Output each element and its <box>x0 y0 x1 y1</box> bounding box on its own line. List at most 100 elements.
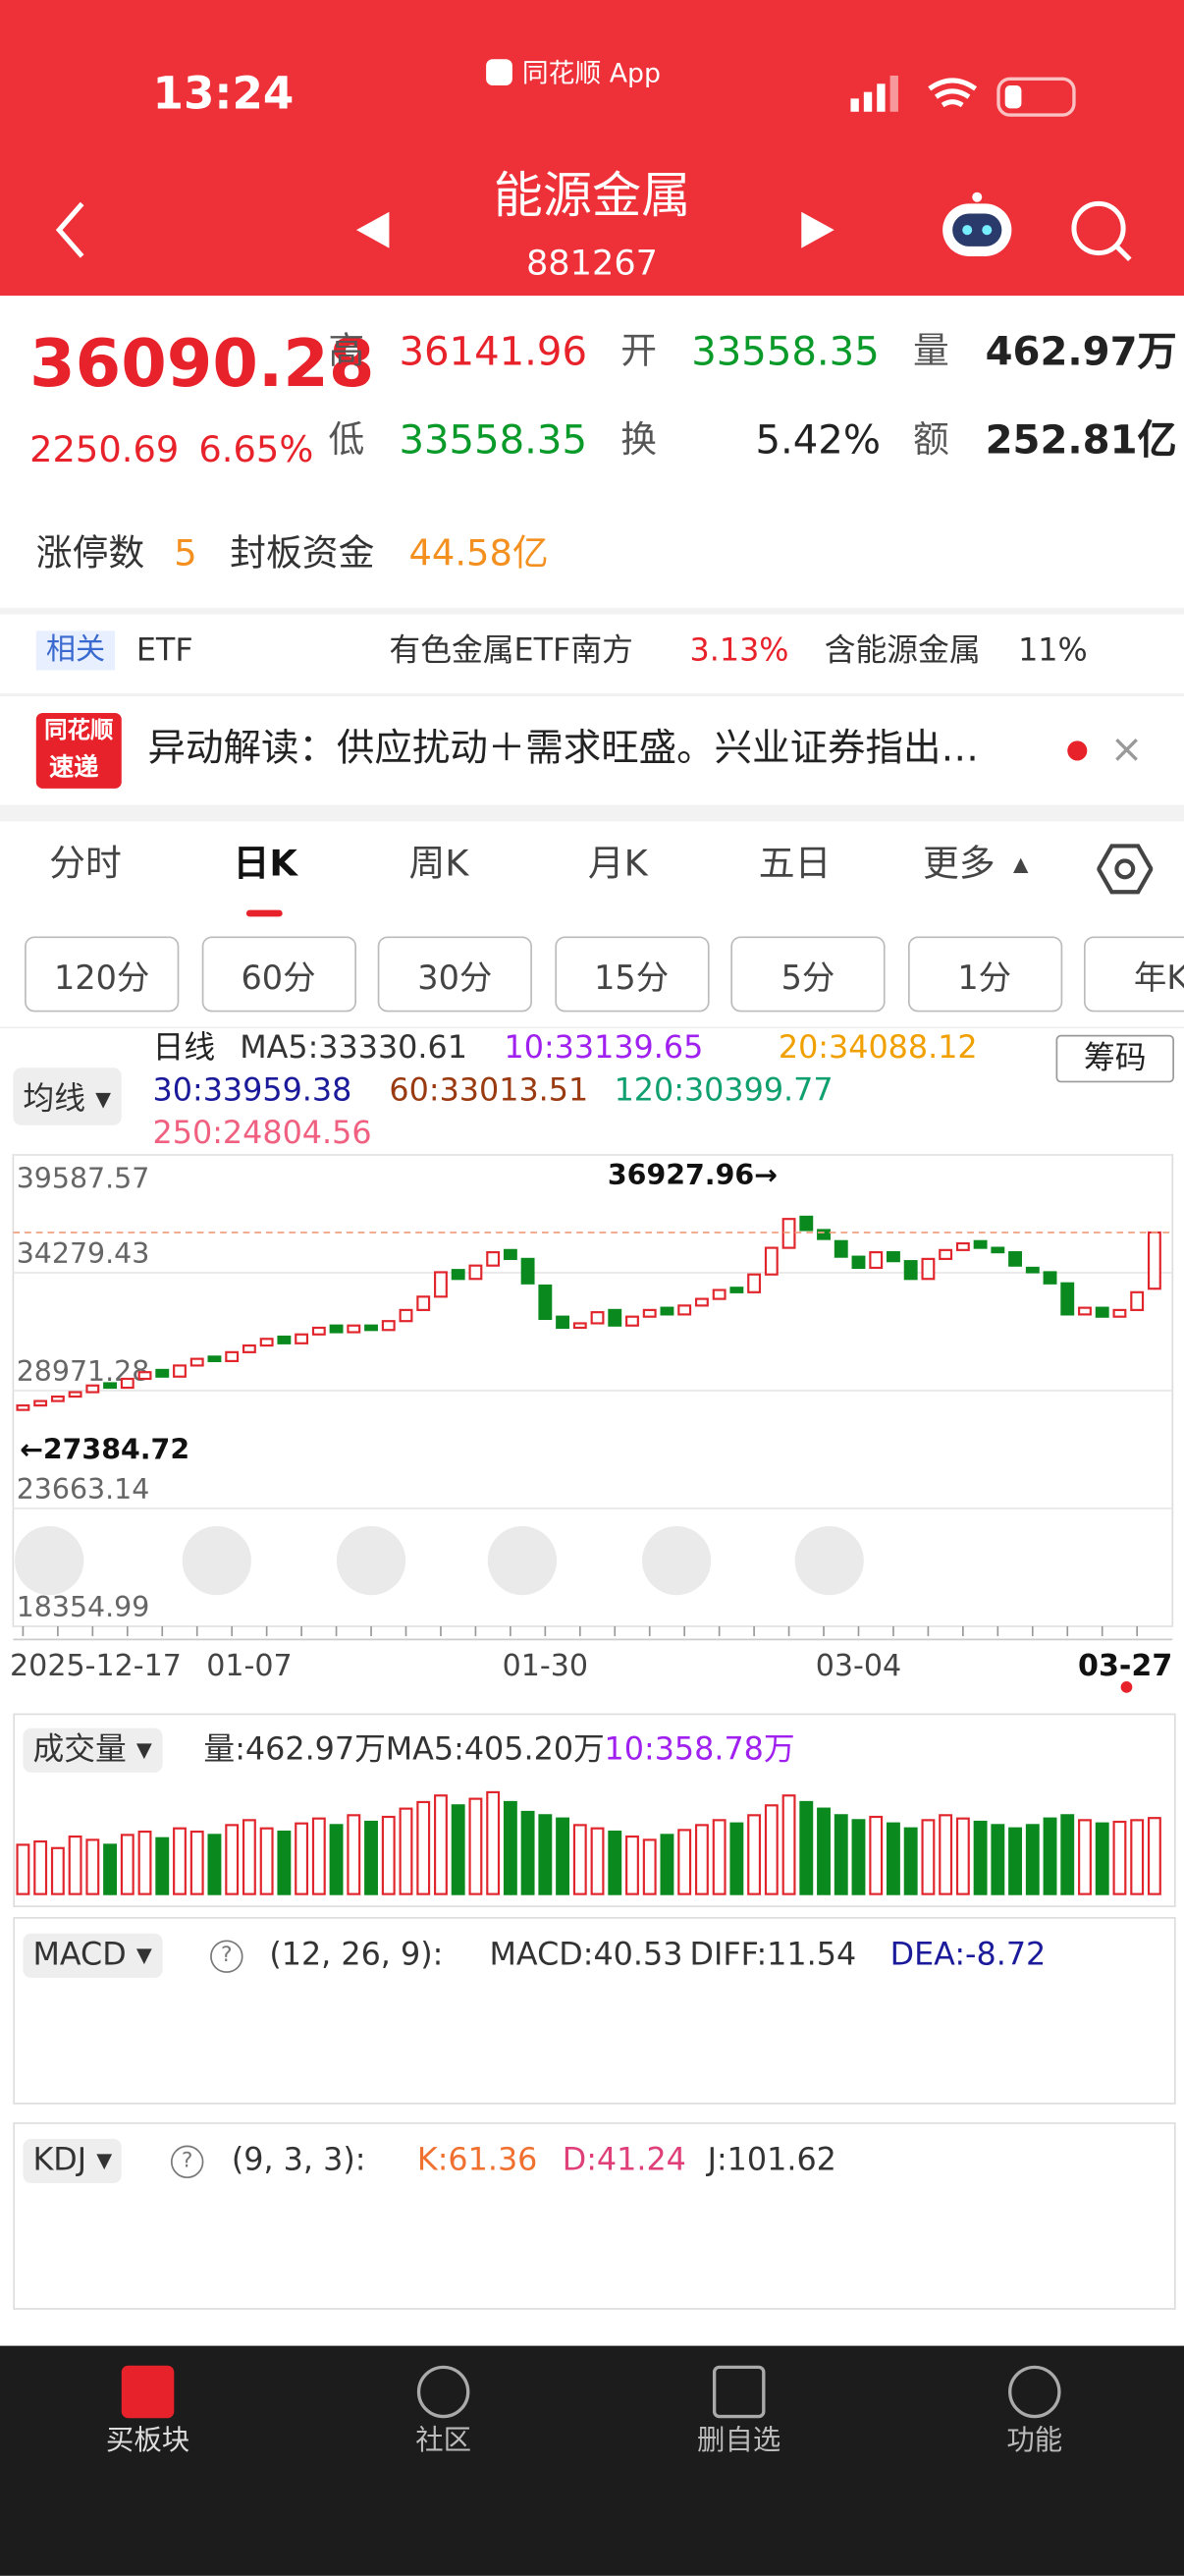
volume-bar <box>173 1827 187 1895</box>
volume-bar <box>16 1843 30 1895</box>
volume-bar <box>277 1830 292 1895</box>
nav-icon[interactable] <box>416 2365 470 2419</box>
ma-label: 10:33139.65 <box>504 1029 704 1067</box>
quote-value: 33558.35 <box>399 416 588 464</box>
volume-bar <box>660 1834 674 1895</box>
more-arrow: ▲ <box>1013 852 1029 876</box>
back-button[interactable] <box>49 197 98 263</box>
prev-button[interactable] <box>353 208 393 250</box>
bottom-nav <box>0 2345 1184 2576</box>
close-button[interactable]: × <box>1109 726 1144 773</box>
y-tick-label: 34279.43 <box>17 1237 150 1270</box>
selector-text: 成交量 <box>32 1731 127 1768</box>
selector[interactable]: 成交量 ▾ <box>23 1727 162 1773</box>
news-text[interactable]: 异动解读：供应扰动＋需求旺盛。兴业证券指出… <box>147 728 979 771</box>
candle <box>520 1257 535 1285</box>
selector[interactable]: MACD ▾ <box>23 1933 162 1978</box>
candle <box>16 1404 30 1411</box>
nav-label[interactable]: 社区 <box>415 2424 472 2458</box>
volume-bar <box>520 1810 535 1895</box>
volume-bar <box>572 1824 587 1895</box>
interval-button[interactable]: 15分 <box>554 936 709 1013</box>
settings-button[interactable] <box>1097 841 1154 897</box>
chart-control[interactable] <box>182 1525 251 1596</box>
ma-label: 30:33959.38 <box>152 1072 352 1110</box>
quote-label: 额 <box>913 420 949 463</box>
robot-button[interactable] <box>936 191 1018 266</box>
quote-label: 开 <box>620 331 658 373</box>
interval-button[interactable]: 60分 <box>200 936 356 1013</box>
limit-label: 涨停数 <box>35 533 145 575</box>
tab[interactable]: 月K <box>587 844 648 886</box>
nav-icon[interactable] <box>712 2365 766 2419</box>
volume-bar <box>50 1846 65 1895</box>
chart-control[interactable] <box>336 1525 406 1596</box>
chart-control[interactable] <box>794 1525 864 1596</box>
volume-bar <box>991 1824 1005 1895</box>
chart-control[interactable] <box>15 1525 84 1596</box>
candle <box>712 1288 727 1300</box>
volume-bar <box>747 1814 762 1895</box>
quote-value: 462.97万 <box>985 328 1177 375</box>
volume-bar <box>486 1790 501 1895</box>
news-logo-bottom: 速递 <box>49 752 99 783</box>
chart-control[interactable] <box>487 1525 558 1596</box>
quote-value: 252.81亿 <box>985 416 1177 464</box>
interval-button[interactable]: 5分 <box>730 936 886 1013</box>
volume-bar <box>869 1815 884 1895</box>
ma-label: 250:24804.56 <box>152 1115 372 1152</box>
status-icons <box>850 75 1076 117</box>
tab[interactable]: 五日 <box>758 844 832 886</box>
candle <box>955 1241 970 1251</box>
search-button[interactable] <box>1067 197 1136 266</box>
app-name: 同花顺 App <box>521 57 662 89</box>
x-tick-label: 01-30 <box>503 1649 588 1683</box>
candle <box>311 1326 326 1336</box>
low-annotation: ←27384.72 <box>20 1433 189 1465</box>
interval-button[interactable]: 120分 <box>25 936 180 1013</box>
interval-button[interactable]: 30分 <box>377 936 532 1013</box>
x-tick-label: 01-07 <box>206 1649 292 1683</box>
nav-icon[interactable] <box>1008 2365 1061 2419</box>
nav-label[interactable]: 功能 <box>1006 2424 1063 2458</box>
tab[interactable]: 分时 <box>49 844 122 886</box>
interval-button[interactable]: 年K <box>1083 936 1184 1013</box>
tab[interactable]: 更多 <box>923 844 996 886</box>
volume-bar <box>189 1830 204 1895</box>
volume-bar <box>33 1840 48 1895</box>
selector[interactable]: KDJ ▾ <box>23 2138 123 2184</box>
y-tick-label: 18354.99 <box>17 1591 150 1623</box>
volume-bar <box>120 1834 135 1895</box>
nav-label[interactable]: 买板块 <box>105 2424 190 2458</box>
candle <box>1147 1231 1161 1290</box>
candle <box>68 1391 82 1398</box>
news-logo-top: 同花顺 <box>44 717 114 744</box>
volume-bar <box>712 1819 727 1895</box>
candle <box>50 1395 65 1402</box>
candle <box>33 1399 48 1407</box>
volume-bar <box>155 1836 170 1895</box>
candle <box>329 1324 344 1334</box>
candle <box>851 1255 866 1270</box>
chip-button[interactable]: 筹码 <box>1055 1034 1174 1083</box>
next-button[interactable] <box>798 208 837 250</box>
fund: 44.58亿 <box>408 533 549 575</box>
volume-bar <box>1130 1819 1145 1895</box>
candle <box>1043 1271 1057 1285</box>
tab[interactable]: 日K <box>233 844 297 886</box>
candle <box>625 1315 639 1327</box>
volume-bar <box>381 1815 396 1895</box>
candle <box>381 1320 396 1332</box>
volume-bar <box>556 1817 570 1895</box>
interval-button[interactable]: 1分 <box>907 936 1062 1013</box>
limit-count: 5 <box>174 533 197 575</box>
candle <box>1078 1306 1092 1316</box>
candle <box>451 1269 465 1281</box>
help-icon: ? <box>170 2145 204 2179</box>
nav-label[interactable]: 删自选 <box>697 2424 781 2458</box>
ma-selector[interactable]: 均线 ▾ <box>13 1068 122 1125</box>
nav-icon[interactable] <box>121 2365 175 2419</box>
chart-control[interactable] <box>642 1525 712 1596</box>
volume-bar <box>921 1819 936 1895</box>
tab[interactable]: 周K <box>408 844 469 886</box>
